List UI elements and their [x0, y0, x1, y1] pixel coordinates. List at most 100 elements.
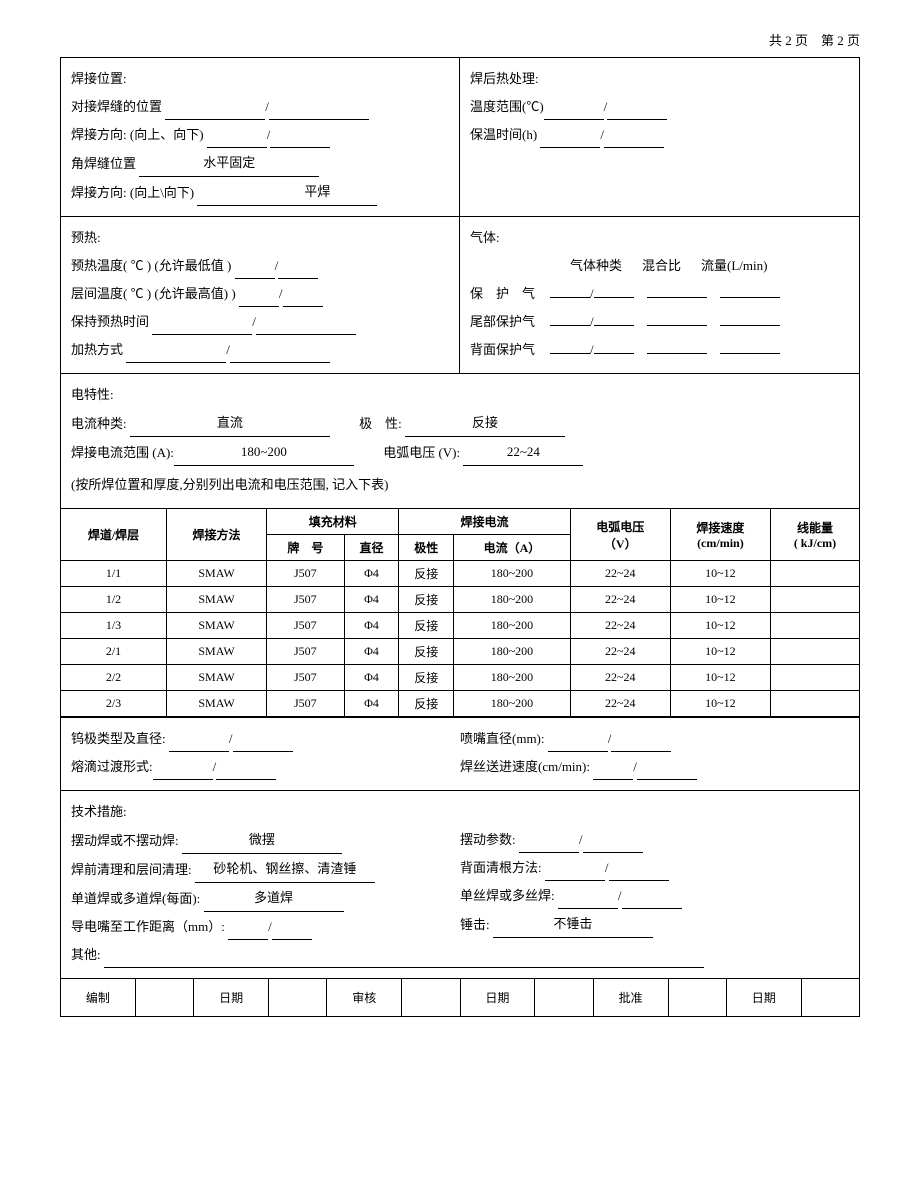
transfer-v1[interactable] — [153, 779, 213, 780]
th-speed: 焊接速度 (cm/min) — [670, 509, 770, 561]
cell-pol: 反接 — [399, 665, 454, 691]
holdtime-v1[interactable] — [152, 334, 252, 335]
back-v1[interactable] — [550, 353, 590, 354]
th-current: 焊接电流 — [399, 509, 570, 535]
back-v2[interactable] — [594, 353, 634, 354]
intertemp-v1[interactable] — [239, 306, 279, 307]
back-label: 背面保护气 — [470, 337, 550, 363]
wirefeed-v1[interactable] — [593, 779, 633, 780]
tungsten-v2[interactable] — [233, 751, 293, 752]
cell-dia: Φ4 — [344, 639, 399, 665]
tip-v1[interactable] — [228, 939, 268, 940]
th-energy: 线能量 ( kJ/cm) — [770, 509, 859, 561]
cell-amp: 180~200 — [454, 613, 571, 639]
elec-note: (按所焊位置和厚度,分别列出电流和电压范围, 记入下表) — [71, 472, 849, 498]
gas-h1: 气体种类 — [570, 253, 622, 279]
cell-method: SMAW — [166, 665, 266, 691]
cell-amp: 180~200 — [454, 665, 571, 691]
volt-label: 电弧电压 (V): — [383, 445, 460, 460]
gas-title: 气体: — [470, 225, 849, 251]
cell-speed: 10~12 — [670, 561, 770, 587]
wire-v1[interactable] — [558, 908, 618, 909]
sig-prepared-label: 编制 — [61, 979, 136, 1016]
clean-val: 砂轮机、钢丝擦、清渣锤 — [195, 856, 375, 883]
tungsten-v1[interactable] — [169, 751, 229, 752]
temp-val2[interactable] — [607, 119, 667, 120]
tip-v2[interactable] — [272, 939, 312, 940]
pass-label: 单道焊或多道焊(每面): — [71, 891, 200, 906]
temp-val1[interactable] — [544, 119, 604, 120]
cell-amp: 180~200 — [454, 691, 571, 717]
sig-prepared-val[interactable] — [136, 979, 194, 1016]
sig-date2-val[interactable] — [535, 979, 593, 1016]
wire-label: 单丝焊或多丝焊: — [460, 888, 555, 903]
cell-grade: J507 — [267, 561, 344, 587]
butt-val2[interactable] — [269, 119, 369, 120]
cell-volt: 22~24 — [570, 561, 670, 587]
gas-h3: 流量(L/min) — [701, 253, 767, 279]
hold-val2[interactable] — [604, 147, 664, 148]
dir1-label: 焊接方向: (向上、向下) — [71, 127, 204, 142]
tip-dist-label: 导电嘴至工作距离（mm）: — [71, 919, 225, 934]
weave-param-v2[interactable] — [583, 852, 643, 853]
hold-val1[interactable] — [540, 147, 600, 148]
transfer-v2[interactable] — [216, 779, 276, 780]
sig-approved-label: 批准 — [594, 979, 669, 1016]
dir2-val1[interactable] — [197, 205, 257, 206]
cell-grade: J507 — [267, 613, 344, 639]
dir1-val1[interactable] — [207, 147, 267, 148]
nozzle-v2[interactable] — [611, 751, 671, 752]
nozzle-v1[interactable] — [548, 751, 608, 752]
back-gouge-label: 背面清根方法: — [460, 860, 542, 875]
tungsten-label: 钨极类型及直径: — [71, 731, 166, 746]
intertemp-v2[interactable] — [283, 306, 323, 307]
th-pass: 焊道/焊层 — [61, 509, 166, 561]
trail-v2[interactable] — [594, 325, 634, 326]
cell-dia: Φ4 — [344, 613, 399, 639]
dir2-val: 平焊 — [257, 179, 377, 206]
dir1-val2[interactable] — [270, 147, 330, 148]
sig-date1-val[interactable] — [269, 979, 327, 1016]
back-v4[interactable] — [720, 353, 780, 354]
trail-v4[interactable] — [720, 325, 780, 326]
shield-v3[interactable] — [647, 297, 707, 298]
butt-val1[interactable] — [165, 119, 265, 120]
pretemp-v1[interactable] — [235, 278, 275, 279]
shield-v4[interactable] — [720, 297, 780, 298]
temp-label: 温度范围(℃) — [470, 99, 544, 114]
th-volt: 电弧电压 （V） — [570, 509, 670, 561]
trail-v3[interactable] — [647, 325, 707, 326]
weave-param-v1[interactable] — [519, 852, 579, 853]
holdtime-v2[interactable] — [256, 334, 356, 335]
curr-type-val: 直流 — [130, 410, 330, 437]
shield-v2[interactable] — [594, 297, 634, 298]
cell-dia: Φ4 — [344, 665, 399, 691]
gas-h2: 混合比 — [642, 253, 681, 279]
heatmethod-v2[interactable] — [230, 362, 330, 363]
cell-energy — [770, 561, 859, 587]
sig-approved-val[interactable] — [669, 979, 727, 1016]
shield-v1[interactable] — [550, 297, 590, 298]
th-filler: 填充材料 — [267, 509, 399, 535]
section-technique: 技术措施: 摆动焊或不摆动焊: 微摆 焊前清理和层间清理: 砂轮机、钢丝擦、清渣… — [61, 791, 859, 979]
gouge-v1[interactable] — [545, 880, 605, 881]
curr-range-label: 焊接电流范围 (A): — [71, 445, 174, 460]
fillet-label: 角焊缝位置 — [71, 156, 136, 171]
back-v3[interactable] — [647, 353, 707, 354]
wire-v2[interactable] — [622, 908, 682, 909]
other-val[interactable] — [104, 967, 704, 968]
heatmethod-v1[interactable] — [126, 362, 226, 363]
table-row: 1/1SMAWJ507Φ4反接180~20022~2410~12 — [61, 561, 859, 587]
pretemp-v2[interactable] — [278, 278, 318, 279]
cell-energy — [770, 613, 859, 639]
sig-date3-val[interactable] — [802, 979, 859, 1016]
cell-volt: 22~24 — [570, 639, 670, 665]
pwht-title: 焊后热处理: — [470, 66, 849, 92]
transfer-label: 熔滴过渡形式: — [71, 759, 153, 774]
trail-v1[interactable] — [550, 325, 590, 326]
cell-amp: 180~200 — [454, 587, 571, 613]
wirefeed-v2[interactable] — [637, 779, 697, 780]
cell-grade: J507 — [267, 691, 344, 717]
gouge-v2[interactable] — [609, 880, 669, 881]
sig-reviewed-val[interactable] — [402, 979, 460, 1016]
